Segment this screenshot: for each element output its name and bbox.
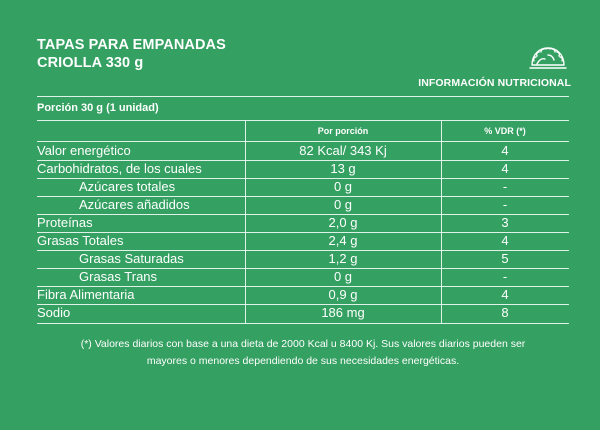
vdr-value: 4: [501, 143, 509, 158]
empanada-icon: [529, 43, 567, 71]
row-divider: [37, 214, 569, 215]
column-divider-2: [441, 121, 442, 324]
table-row: Azúcares totales 0 g -: [37, 178, 569, 196]
vdr-value: 3: [501, 215, 509, 230]
table-row: Grasas Totales 2,4 g 4: [37, 232, 569, 250]
nutrient-name: Azúcares totales: [79, 179, 176, 194]
per-portion-value: 13 g: [330, 161, 356, 176]
row-divider: [37, 178, 569, 179]
row-divider: [37, 286, 569, 287]
per-portion-value: 1,2 g: [328, 251, 358, 266]
row-divider: [37, 304, 569, 305]
nutrient-name: Grasas Trans: [79, 269, 158, 284]
table-row: Carbohidratos, de los cuales 13 g 4: [37, 160, 569, 178]
table-top-divider: [37, 120, 569, 121]
vdr-value: 4: [501, 287, 509, 302]
row-divider: [37, 160, 569, 161]
nutrient-name: Valor energético: [37, 143, 131, 158]
nutrient-name: Sodio: [37, 305, 71, 320]
vdr-value: -: [502, 179, 508, 194]
column-header-per-portion: Por porción: [317, 126, 369, 136]
row-divider: [37, 196, 569, 197]
vdr-value: 4: [501, 233, 509, 248]
per-portion-value: 0,9 g: [328, 287, 358, 302]
vdr-value: -: [502, 197, 508, 212]
per-portion-value: 2,4 g: [328, 233, 358, 248]
column-header-vdr: % VDR (*): [484, 126, 526, 136]
vdr-value: 4: [501, 161, 509, 176]
nutrient-name: Proteínas: [37, 215, 93, 230]
table-row: Grasas Trans 0 g -: [37, 268, 569, 286]
portion-label: Porción 30 g (1 unidad): [37, 102, 159, 114]
product-title: TAPAS PARA EMPANADAS CRIOLLA 330 g: [37, 36, 226, 72]
column-divider-1: [245, 121, 246, 324]
table-row: Fibra Alimentaria 0,9 g 4: [37, 286, 569, 304]
table-row: Valor energético 82 Kcal/ 343 Kj 4: [37, 142, 569, 160]
nutrient-name: Azúcares añadidos: [79, 197, 190, 212]
table-row: Azúcares añadidos 0 g -: [37, 196, 569, 214]
per-portion-value: 82 Kcal/ 343 Kj: [299, 143, 387, 158]
row-divider: [37, 250, 569, 251]
per-portion-value: 0 g: [333, 197, 353, 212]
footnote-line2: mayores o menores dependiendo de sus nec…: [146, 355, 460, 367]
nutrient-name: Grasas Totales: [37, 233, 124, 248]
nutrient-name: Carbohidratos, de los cuales: [37, 161, 202, 176]
table-row: Grasas Saturadas 1,2 g 5: [37, 250, 569, 268]
vdr-value: -: [502, 269, 508, 284]
vdr-value: 8: [501, 305, 509, 320]
product-title-line1: TAPAS PARA EMPANADAS: [37, 37, 226, 53]
nutrient-name: Grasas Saturadas: [79, 251, 184, 266]
footnote-line1: (*) Valores diarios con base a una dieta…: [80, 338, 526, 350]
per-portion-value: 0 g: [333, 269, 353, 284]
table-row: Sodio 186 mg 8: [37, 304, 569, 322]
per-portion-value: 0 g: [333, 179, 353, 194]
product-title-line2: CRIOLLA 330 g: [37, 55, 144, 71]
table-header-divider: [37, 141, 569, 142]
header-divider: [37, 96, 569, 97]
row-divider: [37, 268, 569, 269]
per-portion-value: 186 mg: [321, 305, 365, 320]
nutrition-info-label: INFORMACIÓN NUTRICIONAL: [418, 77, 571, 89]
per-portion-value: 2,0 g: [328, 215, 358, 230]
vdr-value: 5: [501, 251, 509, 266]
nutrient-name: Fibra Alimentaria: [37, 287, 135, 302]
table-bottom-divider: [37, 323, 569, 324]
row-divider: [37, 232, 569, 233]
table-row: Proteínas 2,0 g 3: [37, 214, 569, 232]
footnote: (*) Valores diarios con base a una dieta…: [30, 336, 576, 370]
